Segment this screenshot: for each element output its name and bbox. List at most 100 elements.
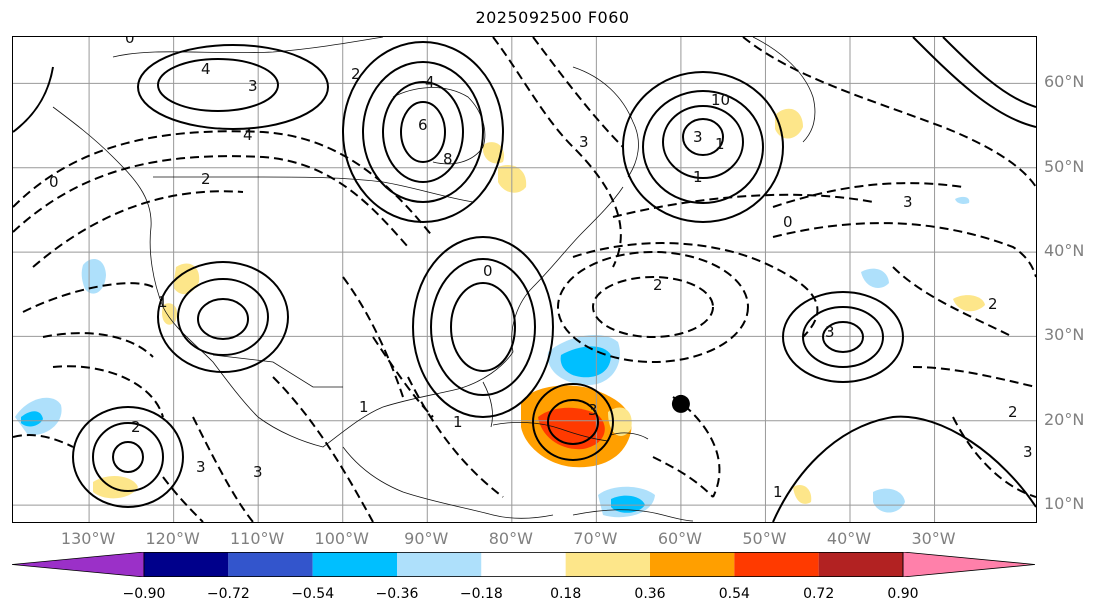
- colorbar-tick-label: 0.36: [634, 586, 666, 602]
- colorbar-tick-label: −0.54: [291, 586, 335, 602]
- shade-blue-small: [955, 196, 970, 204]
- colorbar-bin: [481, 552, 566, 577]
- lon-label: 130°W: [60, 529, 116, 548]
- lat-label: 20°N: [1044, 409, 1085, 429]
- coast-hispaniola: [610, 432, 649, 440]
- lat-label: 50°N: [1044, 156, 1085, 176]
- coast-gulf: [257, 351, 514, 448]
- shaded-fields: [15, 108, 985, 518]
- colorbar-tick-label: 0.72: [803, 586, 835, 602]
- contour-label: 3: [903, 193, 913, 211]
- contour-label: 3: [825, 323, 835, 341]
- neg-15: [772, 222, 1036, 278]
- map-panel[interactable]: 0 4 3 2 4 6 8 10 3 1 3 4 2 0 1 2 3 3 1 0 1 2 3 3 3 2 0 1 1 2 3: [12, 36, 1037, 523]
- high-nw: [137, 44, 329, 130]
- chart-title: 2025092500 F060: [475, 8, 630, 27]
- high-atl-in2: [662, 105, 744, 179]
- shade-yellow-mid: [953, 295, 985, 312]
- neg-12: [532, 37, 624, 148]
- colorbar-over-arrow: [902, 552, 1035, 577]
- contour-label: 3: [588, 401, 598, 419]
- contour-label: 0: [49, 173, 59, 191]
- storm-center-marker[interactable]: [671, 394, 690, 413]
- shade-blue-mid1: [861, 268, 889, 288]
- contour-label: 1: [158, 293, 168, 311]
- contour-label: 3: [196, 458, 206, 476]
- contour-label: 6: [418, 116, 428, 134]
- neg-10: [407, 376, 504, 498]
- lat-label: 30°N: [1044, 325, 1085, 345]
- contour-label: 3: [1023, 443, 1033, 461]
- coast-labrador: [572, 66, 639, 178]
- coast-sa: [572, 509, 694, 522]
- neg-25: [652, 456, 714, 498]
- high-sw-in1: [177, 278, 269, 356]
- coast-canada: [112, 37, 384, 58]
- contour-label: 4: [243, 126, 253, 144]
- contour-label: 2: [131, 418, 141, 436]
- high-hudson-in2: [382, 81, 464, 183]
- colorbar-under-arrow: [12, 552, 145, 577]
- high-hurricane: [532, 383, 614, 461]
- contour-label: 3: [693, 128, 703, 146]
- high-pac-in2: [112, 441, 144, 473]
- high-se: [412, 236, 554, 418]
- high-hudson-in1: [362, 61, 484, 203]
- high-sw-in2: [197, 298, 249, 340]
- contour-label: 4: [201, 60, 211, 78]
- coast-east-usa: [511, 186, 624, 353]
- colorbar-tick-label: −0.36: [375, 586, 419, 602]
- high-atl-in3: [682, 118, 724, 156]
- neg-22: [13, 434, 74, 448]
- shade-yellow-hurricane-ne: [608, 407, 632, 436]
- high-hudson-in3: [400, 101, 446, 163]
- high-mid: [782, 291, 904, 383]
- contour-label: 2: [201, 170, 211, 188]
- shade-blue-left-core: [21, 411, 43, 427]
- neg-6: [52, 365, 164, 418]
- neg-5: [42, 332, 154, 358]
- high-hudson: [342, 41, 504, 223]
- shade-blue-mid2: [873, 488, 905, 513]
- contour-label: 10: [711, 91, 730, 109]
- neg-3: [32, 190, 244, 268]
- colorbar-tick-label: −0.72: [206, 586, 250, 602]
- high-atl-in1: [642, 90, 764, 204]
- lon-label: 50°W: [742, 529, 787, 548]
- contour-label: 0: [783, 213, 793, 231]
- contour-label: 1: [359, 398, 369, 416]
- high-pac: [72, 406, 184, 508]
- colorbar-frame: [143, 552, 904, 577]
- neg-18: [672, 396, 721, 498]
- high-hurricane-in1: [547, 399, 599, 445]
- lon-label: 90°W: [404, 529, 449, 548]
- contour-label: 4: [425, 73, 435, 91]
- contour-label: 1: [693, 168, 703, 186]
- shade-yellow-mid2: [793, 484, 812, 504]
- contour-label: 1: [715, 135, 725, 153]
- shade-yellow-pac: [93, 475, 138, 499]
- neg-20: [912, 366, 1036, 388]
- pos-ne-corner2: [942, 37, 1036, 108]
- high-se-in1: [430, 258, 536, 396]
- colorbar-bin: [228, 552, 313, 577]
- coast-florida: [482, 381, 493, 428]
- colorbar-tick-label: −0.90: [122, 586, 166, 602]
- colorbar-tick-label: −0.18: [459, 586, 503, 602]
- colorbar-bin: [397, 552, 482, 577]
- colorbar-tick-label: 0.90: [887, 586, 919, 602]
- neg-11: [492, 37, 622, 268]
- lon-label: 70°W: [573, 529, 618, 548]
- neg-4: [22, 282, 154, 313]
- neg-8: [272, 376, 374, 522]
- neg-7: [192, 416, 254, 522]
- neg-low-center2: [557, 251, 749, 363]
- neg-19: [892, 266, 1014, 338]
- high-nw-inner: [157, 58, 279, 112]
- coastlines: [52, 37, 816, 522]
- lon-label: 30°W: [911, 529, 956, 548]
- coast-mexico: [342, 446, 554, 519]
- lon-label: 80°W: [488, 529, 533, 548]
- contour-label: 3: [253, 463, 263, 481]
